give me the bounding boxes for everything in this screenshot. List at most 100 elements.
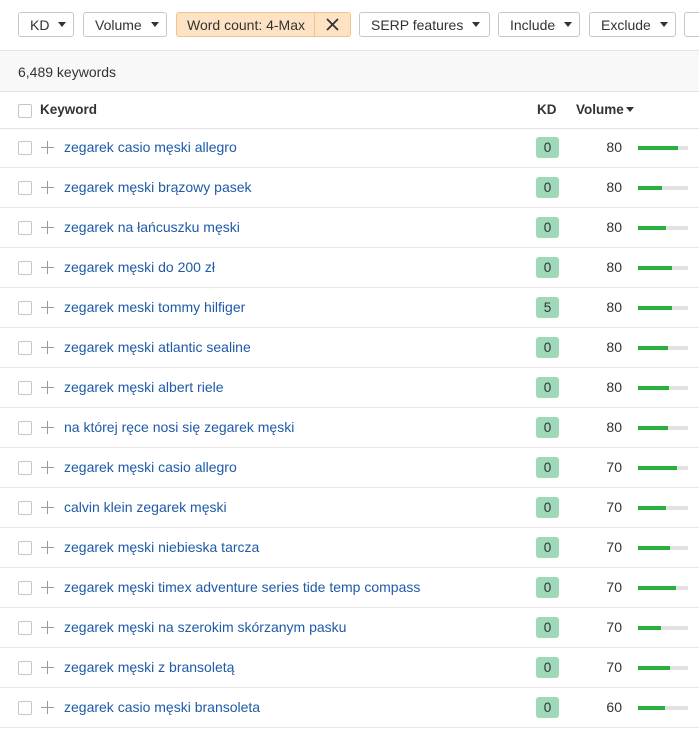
keyword-link[interactable]: zegarek męski timex adventure series tid… [64,579,421,595]
row-checkbox[interactable] [18,621,32,635]
add-keyword-button[interactable] [41,421,54,434]
row-checkbox[interactable] [18,341,32,355]
table-row: zegarek casio męski bransoleta 0 60 [0,688,699,728]
keyword-link[interactable]: zegarek męski niebieska tarcza [64,539,260,555]
volume-bar [638,466,677,470]
kd-badge: 0 [536,137,559,158]
add-keyword-button[interactable] [41,261,54,274]
row-checkbox[interactable] [18,301,32,315]
row-checkbox[interactable] [18,461,32,475]
kd-badge: 0 [536,337,559,358]
volume-value: 80 [606,379,622,395]
volume-value: 60 [606,699,622,715]
row-checkbox[interactable] [18,661,32,675]
header-keyword[interactable]: Keyword [40,102,98,117]
table-row: calvin klein zegarek męski 0 70 [0,488,699,528]
keyword-link[interactable]: zegarek męski na szerokim skórzanym pask… [64,619,347,635]
filter-button[interactable]: Word count: 4-Max [176,12,351,37]
table-row: zegarek męski na szerokim skórzanym pask… [0,608,699,648]
kd-badge: 0 [536,577,559,598]
filter-button[interactable]: Include [498,12,580,37]
keyword-link[interactable]: zegarek męski do 200 zł [64,259,215,275]
header-volume[interactable]: Volume [576,102,624,117]
keyword-link[interactable]: zegarek casio męski allegro [64,139,237,155]
row-checkbox[interactable] [18,701,32,715]
summary-bar: 6,489 keywords [0,50,699,92]
row-checkbox[interactable] [18,421,32,435]
keyword-link[interactable]: zegarek meski tommy hilfiger [64,299,246,315]
add-keyword-button[interactable] [41,581,54,594]
header-kd[interactable]: KD [537,102,557,117]
volume-bar [638,426,668,430]
table-row: na której ręce nosi się zegarek męski 0 80 [0,408,699,448]
row-checkbox[interactable] [18,261,32,275]
row-checkbox[interactable] [18,381,32,395]
row-checkbox[interactable] [18,141,32,155]
sort-icon [626,107,634,112]
filter-button[interactable]: Exclude [589,12,676,37]
volume-bar-track [638,586,688,590]
add-keyword-button[interactable] [41,381,54,394]
row-checkbox[interactable] [18,581,32,595]
row-checkbox[interactable] [18,221,32,235]
dropdown-caret [564,22,573,27]
volume-bar [638,546,670,550]
table-row: zegarek meski tommy hilfiger 5 80 [0,288,699,328]
filter-button-overflow[interactable] [684,12,699,37]
volume-value: 70 [606,619,622,635]
add-keyword-button[interactable] [41,181,54,194]
row-checkbox[interactable] [18,501,32,515]
row-checkbox[interactable] [18,181,32,195]
keyword-link[interactable]: na której ręce nosi się zegarek męski [64,419,295,435]
volume-value: 80 [606,139,622,155]
dropdown-caret [150,22,159,27]
dropdown-caret [659,22,668,27]
volume-bar-track [638,226,688,230]
volume-bar [638,306,672,310]
volume-bar [638,386,669,390]
volume-value: 70 [606,539,622,555]
volume-bar [638,226,666,230]
volume-bar-track [638,666,688,670]
add-keyword-button[interactable] [41,301,54,314]
filter-button[interactable]: KD [18,12,74,37]
add-keyword-button[interactable] [41,461,54,474]
keyword-link[interactable]: zegarek męski albert riele [64,379,224,395]
add-keyword-button[interactable] [41,341,54,354]
filter-button[interactable]: Volume [83,12,167,37]
volume-bar [638,626,661,630]
add-keyword-button[interactable] [41,501,54,514]
table-row: zegarek na łańcuszku męski 0 80 [0,208,699,248]
keyword-link[interactable]: zegarek męski atlantic sealine [64,339,251,355]
select-all-checkbox[interactable] [18,104,32,118]
kd-badge: 0 [536,417,559,438]
add-keyword-button[interactable] [41,621,54,634]
keyword-link[interactable]: zegarek na łańcuszku męski [64,219,240,235]
table-row: zegarek męski atlantic sealine 0 80 [0,328,699,368]
volume-bar-track [638,506,688,510]
close-icon [326,18,339,31]
keyword-link[interactable]: calvin klein zegarek męski [64,499,227,515]
kd-badge: 0 [536,177,559,198]
add-keyword-button[interactable] [41,661,54,674]
keyword-link[interactable]: zegarek casio męski bransoleta [64,699,261,715]
table-row: zegarek męski do 200 zł 0 80 [0,248,699,288]
table-row: zegarek męski casio allegro 0 70 [0,448,699,488]
kd-badge: 0 [536,617,559,638]
add-keyword-button[interactable] [41,701,54,714]
volume-bar-track [638,306,688,310]
volume-bar-track [638,266,688,270]
volume-value: 70 [606,459,622,475]
table-row: zegarek męski niebieska tarcza 0 70 [0,528,699,568]
add-keyword-button[interactable] [41,541,54,554]
add-keyword-button[interactable] [41,221,54,234]
keyword-link[interactable]: zegarek męski brązowy pasek [64,179,252,195]
filter-button[interactable]: SERP features [359,12,490,37]
keyword-link[interactable]: zegarek męski casio allegro [64,459,237,475]
clear-filter-button[interactable] [314,13,350,36]
add-keyword-button[interactable] [41,141,54,154]
keyword-link[interactable]: zegarek męski z bransoletą [64,659,235,675]
dropdown-caret [472,22,481,27]
row-checkbox[interactable] [18,541,32,555]
table-row: zegarek męski z bransoletą 0 70 [0,648,699,688]
